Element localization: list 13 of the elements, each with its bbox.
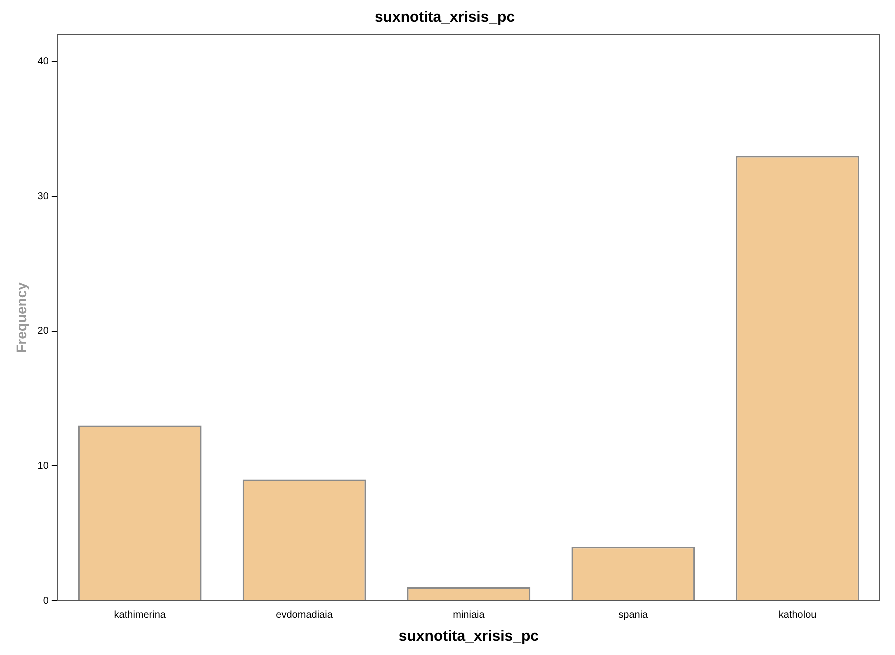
x-tick-label: evdomadiaia <box>276 610 334 621</box>
y-tick-label: 40 <box>38 56 50 68</box>
y-axis-title: Frequency <box>13 282 30 354</box>
x-axis-title: suxnotita_xrisis_pc <box>398 628 539 646</box>
x-tick-label: kathimerina <box>114 610 166 621</box>
x-tick-label: katholou <box>778 610 817 621</box>
x-tick-label: spania <box>618 610 649 621</box>
x-tick-label: miniaia <box>453 610 486 621</box>
y-tick-label: 0 <box>43 596 50 607</box>
chart-title: suxnotita_xrisis_pc <box>374 9 516 26</box>
y-tick-label: 30 <box>38 191 50 202</box>
y-tick-label: 10 <box>38 460 50 472</box>
y-tick-label: 20 <box>38 326 50 338</box>
